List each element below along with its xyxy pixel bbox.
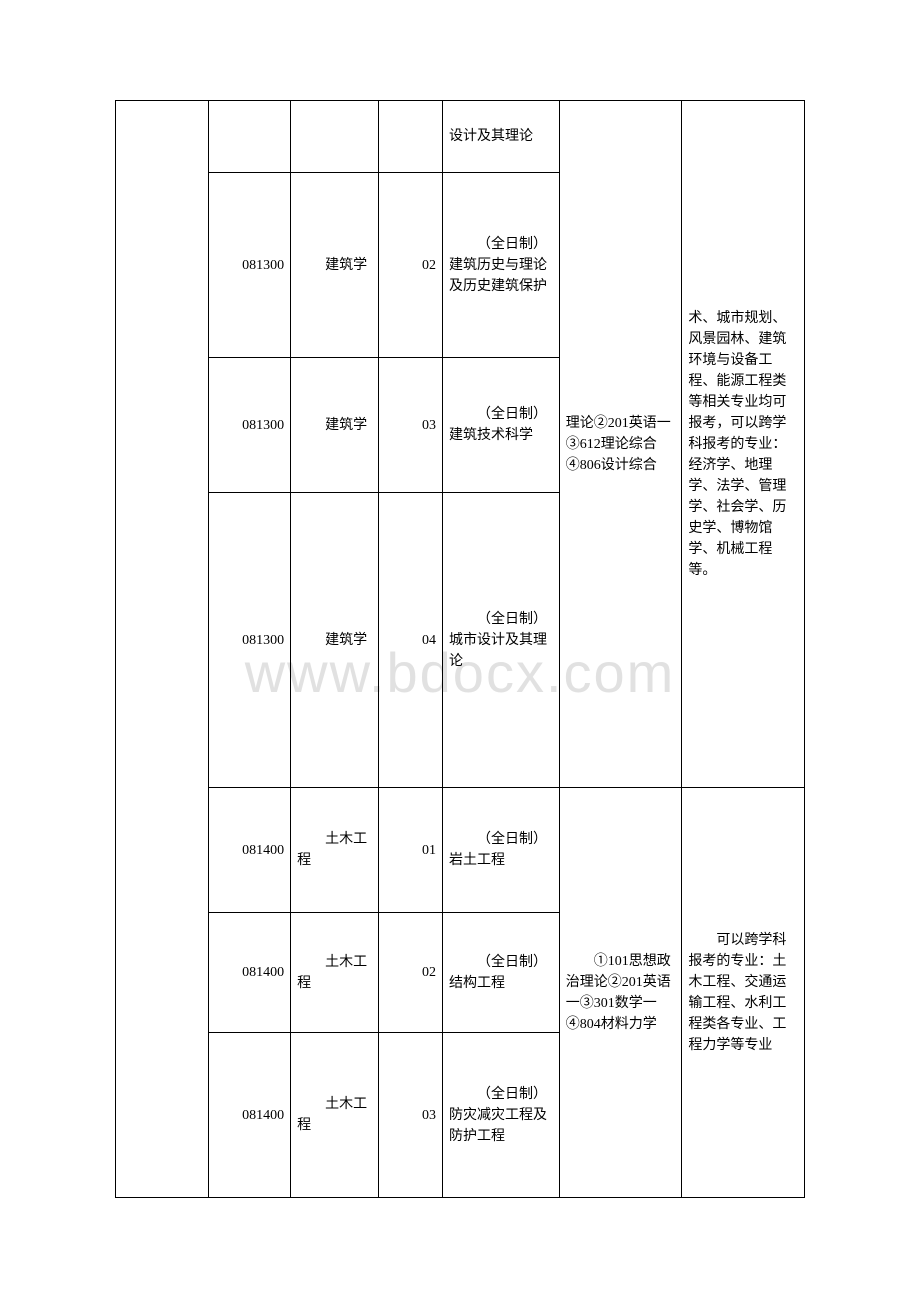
num-cell: 02 <box>378 913 442 1033</box>
major-cell <box>291 101 379 173</box>
exam-cell: 理论②201英语一③612理论综合④806设计综合 <box>559 101 682 788</box>
blank-cell <box>116 101 209 1198</box>
code-cell <box>209 101 291 173</box>
direction-cell: （全日制）建筑技术科学 <box>442 358 559 493</box>
code-cell: 081300 <box>209 358 291 493</box>
direction-cell: （全日制）防灾减灾工程及防护工程 <box>442 1033 559 1198</box>
code-cell: 081300 <box>209 493 291 788</box>
remark-cell: 术、城市规划、风景园林、建筑环境与设备工程、能源工程类等相关专业均可报考，可以跨… <box>682 101 805 788</box>
major-cell: 建筑学 <box>291 173 379 358</box>
major-cell: 土木工程 <box>291 913 379 1033</box>
major-cell: 建筑学 <box>291 358 379 493</box>
table-row: 设计及其理论 理论②201英语一③612理论综合④806设计综合 术、城市规划、… <box>116 101 805 173</box>
code-cell: 081400 <box>209 1033 291 1198</box>
code-cell: 081400 <box>209 913 291 1033</box>
table-row: 081400 土木工程 01 （全日制）岩土工程 ①101思想政治理论②201英… <box>116 788 805 913</box>
table-container: 设计及其理论 理论②201英语一③612理论综合④806设计综合 术、城市规划、… <box>115 100 805 1198</box>
remark-text: 可以跨学科报考的专业：土木工程、交通运输工程、水利工程类各专业、工程力学等专业 <box>688 930 798 1056</box>
exam-cell: ①101思想政治理论②201英语一③301数学一④804材料力学 <box>559 788 682 1198</box>
direction-cell: （全日制）岩土工程 <box>442 788 559 913</box>
code-cell: 081400 <box>209 788 291 913</box>
num-cell: 02 <box>378 173 442 358</box>
direction-cell: （全日制）建筑历史与理论及历史建筑保护 <box>442 173 559 358</box>
remark-cell: 可以跨学科报考的专业：土木工程、交通运输工程、水利工程类各专业、工程力学等专业 <box>682 788 805 1198</box>
code-cell: 081300 <box>209 173 291 358</box>
num-cell: 04 <box>378 493 442 788</box>
catalog-table: 设计及其理论 理论②201英语一③612理论综合④806设计综合 术、城市规划、… <box>115 100 805 1198</box>
num-cell: 03 <box>378 358 442 493</box>
major-cell: 建筑学 <box>291 493 379 788</box>
num-cell <box>378 101 442 173</box>
major-cell: 土木工程 <box>291 1033 379 1198</box>
direction-cell: 设计及其理论 <box>442 101 559 173</box>
direction-cell: （全日制）城市设计及其理论 <box>442 493 559 788</box>
num-cell: 01 <box>378 788 442 913</box>
num-cell: 03 <box>378 1033 442 1198</box>
major-cell: 土木工程 <box>291 788 379 913</box>
direction-cell: （全日制）结构工程 <box>442 913 559 1033</box>
